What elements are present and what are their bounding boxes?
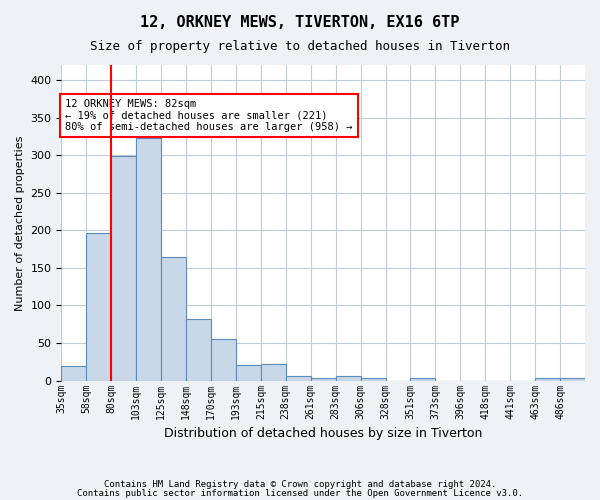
Text: Contains public sector information licensed under the Open Government Licence v3: Contains public sector information licen… — [77, 489, 523, 498]
Bar — [86, 232, 111, 380]
X-axis label: Distribution of detached houses by size in Tiverton: Distribution of detached houses by size … — [164, 427, 482, 440]
Bar — [211, 338, 236, 380]
Bar — [261, 364, 286, 380]
Text: Size of property relative to detached houses in Tiverton: Size of property relative to detached ho… — [90, 40, 510, 53]
Bar — [335, 376, 361, 380]
Bar — [111, 156, 136, 380]
Text: Contains HM Land Registry data © Crown copyright and database right 2024.: Contains HM Land Registry data © Crown c… — [104, 480, 496, 489]
Bar — [535, 378, 560, 380]
Bar — [61, 366, 86, 380]
Bar — [186, 319, 211, 380]
Text: 12, ORKNEY MEWS, TIVERTON, EX16 6TP: 12, ORKNEY MEWS, TIVERTON, EX16 6TP — [140, 15, 460, 30]
Bar — [286, 376, 311, 380]
Bar — [311, 378, 335, 380]
Bar — [361, 378, 386, 380]
Bar — [410, 378, 436, 380]
Text: 12 ORKNEY MEWS: 82sqm
← 19% of detached houses are smaller (221)
80% of semi-det: 12 ORKNEY MEWS: 82sqm ← 19% of detached … — [65, 99, 353, 132]
Y-axis label: Number of detached properties: Number of detached properties — [15, 135, 25, 310]
Bar — [236, 365, 261, 380]
Bar — [560, 378, 585, 380]
Bar — [161, 256, 186, 380]
Bar — [136, 138, 161, 380]
